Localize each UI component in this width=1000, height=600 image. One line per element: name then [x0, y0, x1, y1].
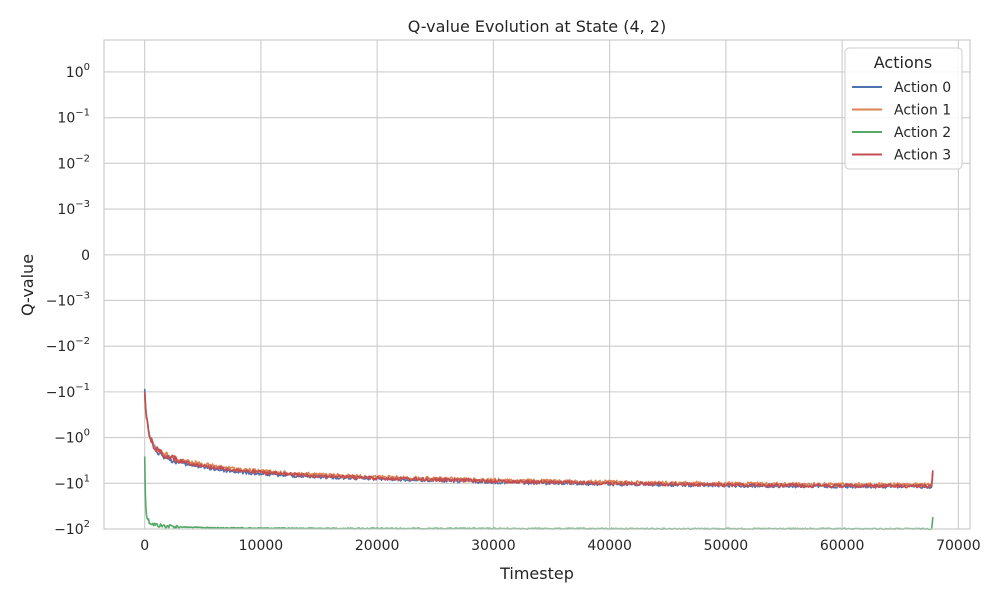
- y-tick-exponent: 0: [84, 62, 90, 73]
- legend-label: Action 2: [894, 125, 951, 141]
- y-tick-base: 0: [81, 248, 90, 264]
- legend-box: [844, 47, 963, 170]
- x-tick-label: 20000: [355, 538, 400, 554]
- legend-label: Action 3: [894, 148, 951, 164]
- legend-items: Action 0 Action 1 Action 2 Action 3: [852, 80, 951, 164]
- y-tick-exponent: −2: [75, 336, 90, 347]
- y-tick-label: −10−3: [46, 290, 90, 309]
- plot-border: [103, 39, 971, 530]
- legend-title: Actions: [874, 53, 932, 72]
- y-tick-exponent: −3: [75, 290, 90, 301]
- y-tick-label: −10−2: [46, 336, 90, 355]
- y-tick-base: −10: [46, 293, 76, 309]
- y-tick-label: 10−2: [57, 153, 90, 172]
- y-axis-label: Q-value: [18, 254, 37, 316]
- y-tick-exponent: −1: [75, 382, 90, 393]
- x-tick-label: 50000: [704, 538, 749, 554]
- y-tick-base: 10: [57, 156, 75, 172]
- y-tick-label: 0: [81, 248, 90, 264]
- y-tick-label: −100: [54, 428, 90, 447]
- y-tick-label: −10−1: [46, 382, 90, 401]
- plot-area: [103, 39, 971, 531]
- y-tick-exponent: 1: [84, 473, 90, 484]
- y-tick-label: −101: [54, 473, 90, 492]
- y-tick-base: 10: [57, 111, 75, 127]
- x-tick-label: 10000: [239, 538, 284, 554]
- x-tick-labels: 0 10000 20000 30000 40000 50000 60000 70000: [140, 538, 980, 554]
- y-tick-exponent: 2: [84, 519, 90, 530]
- y-tick-exponent: −1: [75, 108, 90, 119]
- series-line-action-3: [143, 391, 934, 489]
- y-tick-base: −10: [54, 431, 84, 447]
- plot-background: [104, 40, 970, 529]
- y-tick-label: 10−3: [57, 199, 90, 218]
- y-tick-base: 10: [57, 202, 75, 218]
- legend-label: Action 0: [894, 80, 951, 96]
- x-tick-label: 60000: [820, 538, 865, 554]
- y-tick-label: 100: [66, 62, 90, 81]
- legend: Actions Action 0 Action 1 Action 2 Action 3: [844, 47, 963, 170]
- y-tick-exponent: −3: [75, 199, 90, 210]
- x-axis-label: Timestep: [499, 564, 574, 583]
- y-tick-base: −10: [54, 476, 84, 492]
- y-tick-label: −102: [54, 519, 90, 538]
- y-tick-base: −10: [46, 385, 76, 401]
- legend-label: Action 1: [894, 103, 951, 119]
- y-tick-exponent: −2: [75, 153, 90, 164]
- y-tick-base: −10: [54, 522, 84, 538]
- y-tick-labels: 10010−110−210−30−10−3−10−2−10−1−100−101−…: [46, 62, 90, 538]
- y-tick-exponent: 0: [84, 428, 90, 439]
- y-tick-base: 10: [66, 65, 84, 81]
- x-tick-label: 30000: [471, 538, 516, 554]
- y-tick-label: 10−1: [57, 108, 90, 127]
- y-tick-base: −10: [46, 339, 76, 355]
- x-tick-label: 40000: [587, 538, 632, 554]
- x-tick-label: 70000: [936, 538, 981, 554]
- x-tick-label: 0: [140, 538, 149, 554]
- chart-title: Q-value Evolution at State (4, 2): [408, 17, 666, 36]
